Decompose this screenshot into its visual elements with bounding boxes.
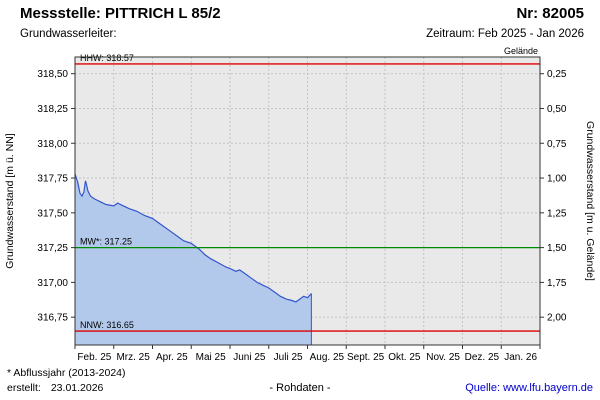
right-tick-label: 1,25 xyxy=(547,208,567,219)
refline-label-mw: MW*: 317.25 xyxy=(80,237,132,247)
right-tick-label: 2,00 xyxy=(547,313,567,324)
station-title: Messstelle: PITTRICH L 85/2 xyxy=(20,5,221,22)
source-prefix: Quelle: xyxy=(465,382,501,394)
x-tick-label: Juli 25 xyxy=(274,352,303,363)
y-axis-left-title: Grundwasserstand [m ü. NN] xyxy=(4,133,16,268)
x-tick-label: Juni 25 xyxy=(233,352,266,363)
created-date: 23.01.2026 xyxy=(50,382,104,394)
left-tick-label: 318,50 xyxy=(37,69,68,80)
refline-label-hhw: HHW: 318.57 xyxy=(80,53,134,63)
source-link[interactable]: Quelle: www.lfu.bayern.de xyxy=(465,382,593,394)
left-tick-label: 318,25 xyxy=(37,104,68,115)
station-number: Nr: 82005 xyxy=(516,5,584,22)
x-tick-label: Mai 25 xyxy=(196,352,226,363)
rohdaten-label: - Rohdaten - xyxy=(269,382,331,394)
refline-label-nnw: NNW: 316.65 xyxy=(80,320,134,330)
left-tick-label: 317,25 xyxy=(37,243,68,254)
x-tick-label: Dez. 25 xyxy=(465,352,500,363)
left-tick-label: 317,00 xyxy=(37,278,68,289)
left-tick-label: 317,50 xyxy=(37,208,68,219)
y-axis-right-title: Grundwasserstand [m u. Gelände] xyxy=(584,121,596,281)
x-tick-label: Aug. 25 xyxy=(310,352,345,363)
created-label: erstellt: xyxy=(7,382,41,394)
right-tick-label: 1,00 xyxy=(547,174,567,185)
aquifer-label: Grundwasserleiter: xyxy=(20,28,117,40)
x-tick-label: Nov. 25 xyxy=(426,352,460,363)
x-tick-label: Feb. 25 xyxy=(77,352,111,363)
right-tick-label: 1,50 xyxy=(547,243,567,254)
ground-label: Gelände xyxy=(504,46,538,56)
footnote-abflussjahr: * Abflussjahr (2013-2024) xyxy=(7,367,126,379)
source-url[interactable]: www.lfu.bayern.de xyxy=(503,382,593,394)
left-tick-label: 316,75 xyxy=(37,313,68,324)
period-label: Zeitraum: Feb 2025 - Jan 2026 xyxy=(426,28,584,40)
x-tick-label: Jan. 26 xyxy=(504,352,537,363)
subheader: Grundwasserleiter: Zeitraum: Feb 2025 - … xyxy=(20,28,584,40)
left-tick-label: 317,75 xyxy=(37,174,68,185)
groundwater-chart: HHW: 318.57 MW*: 317.25 NNW: 316.65 316,75 3… xyxy=(4,46,596,363)
x-tick-label: Sept. 25 xyxy=(347,352,385,363)
created-line: erstellt: 23.01.2026 xyxy=(7,382,103,394)
left-tick-label: 318,00 xyxy=(37,139,68,150)
x-tick-label: Okt. 25 xyxy=(388,352,421,363)
right-tick-label: 0,75 xyxy=(547,139,567,150)
right-tick-label: 0,25 xyxy=(547,69,567,80)
header: Messstelle: PITTRICH L 85/2 Nr: 82005 xyxy=(20,5,584,22)
right-tick-label: 1,75 xyxy=(547,278,567,289)
x-tick-label: Mrz. 25 xyxy=(116,352,150,363)
series-area xyxy=(75,173,312,345)
x-tick-label: Apr. 25 xyxy=(156,352,188,363)
series-line xyxy=(74,173,312,303)
right-tick-label: 0,50 xyxy=(547,104,567,115)
